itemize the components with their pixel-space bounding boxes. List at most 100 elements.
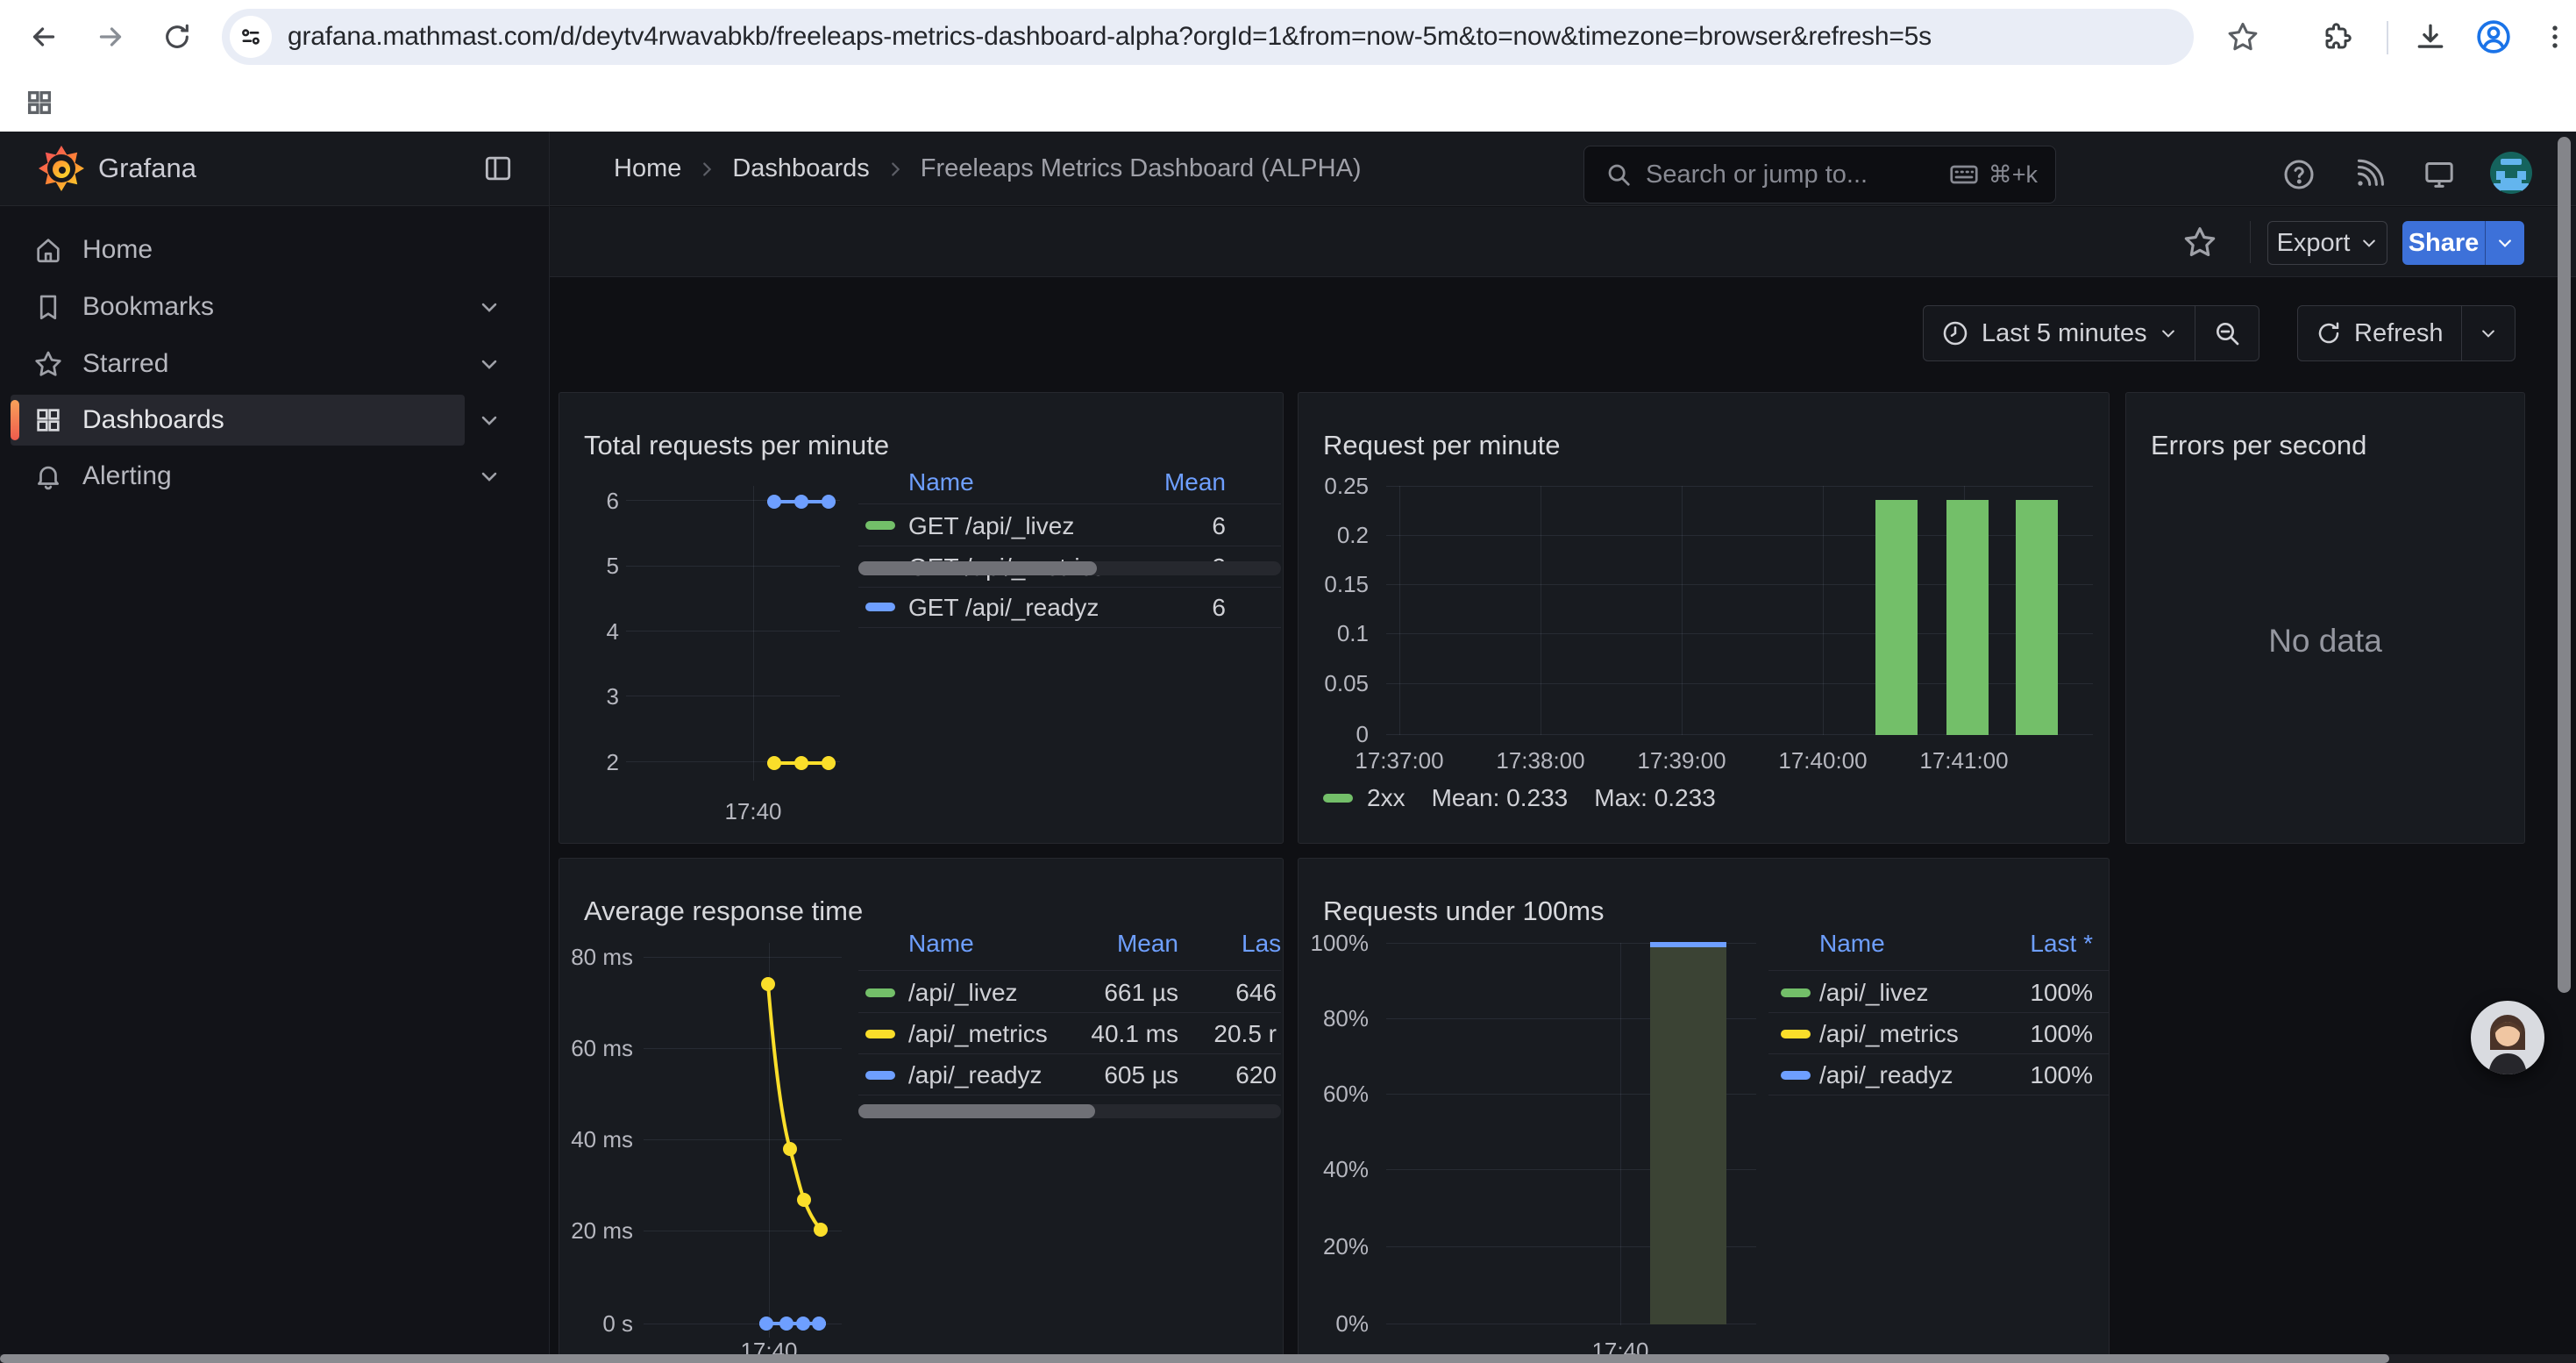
nav-sidebar: Home Bookmarks Starred Dashboards Alerti… <box>0 206 549 1363</box>
refresh-icon <box>2316 320 2342 346</box>
refresh-label: Refresh <box>2354 319 2444 348</box>
legend-header-mean[interactable]: Mean <box>1085 468 1226 496</box>
browser-menu-icon[interactable] <box>2530 12 2576 61</box>
legend-last-value: 646 <box>1189 979 1277 1007</box>
profile-icon[interactable] <box>2469 12 2518 61</box>
y-tick: 4 <box>568 618 619 646</box>
area-fill-100pct[interactable] <box>1650 947 1726 1324</box>
panel-request-per-minute[interactable]: Request per minute 0.25 0.2 0.15 0.1 0.0… <box>1298 392 2110 844</box>
sidebar-divider <box>549 132 550 1363</box>
y-tick: 3 <box>568 683 619 710</box>
extensions-icon[interactable] <box>2313 12 2362 61</box>
help-icon[interactable] <box>2281 157 2316 192</box>
export-label: Export <box>2277 229 2351 258</box>
assistant-avatar-widget[interactable] <box>2471 1001 2544 1074</box>
user-avatar[interactable] <box>2490 152 2532 194</box>
address-bar[interactable]: grafana.mathmast.com/d/deytv4rwavabkb/fr… <box>222 9 2194 65</box>
page-scrollbar-vertical[interactable] <box>2558 137 2571 993</box>
legend-header-name[interactable]: Name <box>908 468 974 496</box>
bar-2xx[interactable] <box>2016 500 2058 735</box>
breadcrumb-home[interactable]: Home <box>614 154 681 183</box>
legend-header-last[interactable]: Last * <box>1953 930 2093 958</box>
breadcrumb-dashboards[interactable]: Dashboards <box>732 154 869 183</box>
apps-grid-icon[interactable] <box>16 79 63 126</box>
legend-series-name[interactable]: /api/_readyz <box>908 1061 1042 1089</box>
bookmarks-bar: Freeleaps 收藏博客 <box>0 74 2576 132</box>
site-settings-icon[interactable] <box>230 16 272 58</box>
search-placeholder: Search or jump to... <box>1646 161 1948 189</box>
grafana-logo-icon[interactable] <box>39 146 84 191</box>
refresh-button[interactable]: Refresh <box>2298 306 2461 360</box>
bar-2xx[interactable] <box>1875 500 1918 735</box>
legend-header-name[interactable]: Name <box>908 930 974 958</box>
chevron-right-icon <box>886 160 905 179</box>
legend-header-last[interactable]: Las <box>1242 930 1281 958</box>
girl-avatar <box>2471 1001 2544 1074</box>
x-tick: 17:40 <box>714 798 793 825</box>
sidebar-item-bookmarks[interactable]: Bookmarks <box>11 282 465 332</box>
sidebar-toggle-icon[interactable] <box>480 151 516 186</box>
panel-average-response-time[interactable]: Average response time 80 ms 60 ms 40 ms … <box>559 858 1284 1363</box>
panel-requests-under-100ms[interactable]: Requests under 100ms 100% 80% 60% 40% 20… <box>1298 858 2110 1363</box>
chevron-down-icon[interactable] <box>477 352 502 376</box>
x-tick: 17:41:00 <box>1889 747 2039 774</box>
news-rss-icon[interactable] <box>2352 157 2387 192</box>
panel-total-requests[interactable]: Total requests per minute 6 5 4 3 2 17:4… <box>559 392 1284 844</box>
legend-scrollbar-thumb[interactable] <box>858 1104 1095 1118</box>
chevron-right-icon <box>697 160 716 179</box>
chevron-down-icon[interactable] <box>477 295 502 319</box>
refresh-interval-button[interactable] <box>2462 306 2515 360</box>
legend-series-name[interactable]: GET /api/_livez <box>908 512 1074 540</box>
legend-scrollbar-thumb[interactable] <box>858 561 1097 575</box>
bookmark-star-icon[interactable] <box>2218 12 2267 61</box>
data-point[interactable] <box>822 495 836 509</box>
legend-table: Name Last * /api/_livez 100% /api/_metri… <box>1768 924 2109 1117</box>
sidebar-item-alerting[interactable]: Alerting <box>11 451 465 502</box>
legend-series-name[interactable]: /api/_metrics <box>1819 1020 1959 1048</box>
sidebar-item-dashboards[interactable]: Dashboards <box>11 395 465 446</box>
dashboard-actions-bar: Export Share <box>550 207 2576 277</box>
share-menu-button[interactable] <box>2485 221 2524 265</box>
panel-title[interactable]: Requests under 100ms <box>1323 896 1605 927</box>
y-tick: 80% <box>1300 1005 1369 1032</box>
monitor-icon[interactable] <box>2422 157 2457 192</box>
data-point[interactable] <box>822 756 836 770</box>
panel-errors-per-second[interactable]: Errors per second No data <box>2125 392 2525 844</box>
legend-series-name[interactable]: /api/_metrics <box>908 1020 1048 1048</box>
search-input[interactable]: Search or jump to... ⌘+k <box>1583 146 2056 203</box>
chevron-down-icon <box>2360 234 2378 252</box>
zoom-out-button[interactable] <box>2195 306 2259 360</box>
chevron-down-icon[interactable] <box>477 408 502 432</box>
legend-series-name[interactable]: /api/_livez <box>908 979 1018 1007</box>
legend-series-name[interactable]: GET /api/_readyz <box>908 594 1099 622</box>
legend-header-mean[interactable]: Mean <box>1073 930 1178 958</box>
series-color-metrics <box>865 1030 895 1038</box>
favorite-star-icon[interactable] <box>2182 225 2217 260</box>
sidebar-item-starred[interactable]: Starred <box>11 339 465 389</box>
bar-2xx[interactable] <box>1946 500 1989 735</box>
panel-title[interactable]: Errors per second <box>2151 430 2366 461</box>
data-point[interactable] <box>767 495 781 509</box>
export-button[interactable]: Export <box>2267 221 2387 265</box>
legend-header-name[interactable]: Name <box>1819 930 1885 958</box>
sidebar-item-home[interactable]: Home <box>11 225 465 275</box>
back-icon[interactable] <box>19 12 68 61</box>
legend-series-name[interactable]: /api/_livez <box>1819 979 1929 1007</box>
page-scrollbar-horizontal[interactable] <box>0 1354 2389 1363</box>
data-point[interactable] <box>794 495 808 509</box>
legend-series-name[interactable]: 2xx <box>1367 784 1405 812</box>
data-point[interactable] <box>767 756 781 770</box>
chevron-down-icon[interactable] <box>477 464 502 489</box>
reload-icon[interactable] <box>153 12 202 61</box>
share-button[interactable]: Share <box>2402 221 2524 265</box>
panel-title[interactable]: Total requests per minute <box>584 430 889 461</box>
data-point[interactable] <box>794 756 808 770</box>
bookmark-icon <box>33 292 63 322</box>
panel-title[interactable]: Request per minute <box>1323 430 1561 461</box>
forward-icon[interactable] <box>86 12 135 61</box>
legend-series-name[interactable]: /api/_readyz <box>1819 1061 1953 1089</box>
download-icon[interactable] <box>2406 12 2455 61</box>
time-range-picker[interactable]: Last 5 minutes <box>1924 306 2195 360</box>
share-label[interactable]: Share <box>2402 221 2485 265</box>
y-tick: 0% <box>1300 1310 1369 1338</box>
